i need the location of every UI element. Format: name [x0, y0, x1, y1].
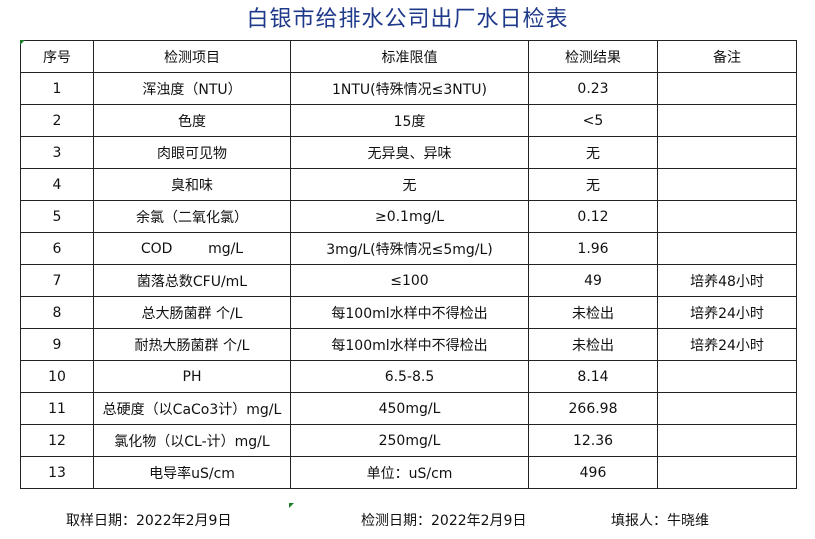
cell-result[interactable]: 0.12	[528, 200, 658, 233]
cell-remark[interactable]: 培养48小时	[657, 264, 797, 297]
cell-standard[interactable]: 15度	[290, 104, 529, 137]
cell-remark[interactable]	[657, 456, 797, 489]
reporter: 填报人：牛晓维	[611, 513, 709, 529]
cell-result[interactable]: 0.23	[528, 72, 658, 105]
cell-standard[interactable]: 每100ml水样中不得检出	[290, 328, 529, 361]
table-row: 7 菌落总数CFU/mL ≤100 49 培养48小时	[20, 264, 797, 297]
cell-result[interactable]: 8.14	[528, 360, 658, 393]
test-date: 检测日期：2022年2月9日	[361, 513, 527, 529]
cell-result[interactable]: 1.96	[528, 232, 658, 265]
cell-result[interactable]: 未检出	[528, 296, 658, 329]
cell-index[interactable]: 4	[20, 168, 94, 201]
cell-index[interactable]: 8	[20, 296, 94, 329]
cell-index[interactable]: 1	[20, 72, 94, 105]
table-row: 10 PH 6.5-8.5 8.14	[20, 360, 797, 393]
inspection-table: 序号 检测项目 标准限值 检测结果 备注 1 浑浊度（NTU） 1NTU(特殊情况≤3NTU)…	[20, 40, 797, 489]
table-row: 3 肉眼可见物 无异臭、异味无	[20, 136, 797, 169]
table-row: 2 色度 15度 <5	[20, 104, 797, 137]
cell-item[interactable]: 肉眼可见物	[93, 136, 291, 169]
header-result[interactable]: 检测结果	[528, 40, 658, 73]
cell-index[interactable]: 11	[20, 392, 94, 425]
cell-marker	[20, 40, 25, 45]
cell-index[interactable]: 10	[20, 360, 94, 393]
table-row: 9 耐热大肠菌群 个/L 每100ml水样中不得检出 未检出 培养24小时	[20, 328, 797, 361]
cell-standard[interactable]: 每100ml水样中不得检出	[290, 296, 529, 329]
cell-item[interactable]: COD mg/L	[93, 232, 291, 265]
cell-standard[interactable]: 单位：uS/cm	[290, 456, 529, 489]
cell-remark[interactable]	[657, 232, 797, 265]
cell-item[interactable]: 氯化物（以CL-计）mg/L	[93, 424, 291, 457]
cell-remark[interactable]: 培养24小时	[657, 296, 797, 329]
cell-remark[interactable]	[657, 360, 797, 393]
cell-item[interactable]: 菌落总数CFU/mL	[93, 264, 291, 297]
header-item[interactable]: 检测项目	[93, 40, 291, 73]
page-title: 白银市给排水公司出厂水日检表	[246, 7, 569, 32]
cell-remark[interactable]	[657, 200, 797, 233]
cell-remark[interactable]	[657, 104, 797, 137]
cell-standard[interactable]: 3mg/L(特殊情况≤5mg/L)	[290, 232, 529, 265]
cell-result[interactable]: 未检出	[528, 328, 658, 361]
cell-standard[interactable]: 无异臭、异味	[290, 136, 529, 169]
cell-standard[interactable]: 250mg/L	[290, 424, 529, 457]
table-row: 13 电导率uS/cm 单位：uS/cm 496	[20, 456, 797, 489]
cell-result[interactable]: 12.36	[528, 424, 658, 457]
header-row: 序号 检测项目 标准限值 检测结果 备注	[20, 40, 797, 73]
cell-index[interactable]: 5	[20, 200, 94, 233]
sampling-date: 取样日期：2022年2月9日	[66, 513, 232, 529]
cell-result[interactable]: 49	[528, 264, 658, 297]
cell-remark[interactable]	[657, 72, 797, 105]
cell-item[interactable]: 臭和味	[93, 168, 291, 201]
cell-index[interactable]: 12	[20, 424, 94, 457]
cell-standard[interactable]: 6.5-8.5	[290, 360, 529, 393]
cell-marker	[289, 503, 294, 508]
cell-index[interactable]: 13	[20, 456, 94, 489]
cell-item[interactable]: 总硬度（以CaCo3计）mg/L	[93, 392, 291, 425]
cell-result[interactable]: <5	[528, 104, 658, 137]
cell-index[interactable]: 9	[20, 328, 94, 361]
cell-standard[interactable]: 1NTU(特殊情况≤3NTU)	[290, 72, 529, 105]
cell-remark[interactable]: 培养24小时	[657, 328, 797, 361]
cell-index[interactable]: 6	[20, 232, 94, 265]
cell-remark[interactable]	[657, 392, 797, 425]
cell-standard[interactable]: ≥0.1mg/L	[290, 200, 529, 233]
cell-index[interactable]: 2	[20, 104, 94, 137]
header-index[interactable]: 序号	[20, 40, 94, 73]
cell-item[interactable]: 电导率uS/cm	[93, 456, 291, 489]
cell-remark[interactable]	[657, 424, 797, 457]
cell-item[interactable]: 耐热大肠菌群 个/L	[93, 328, 291, 361]
table-row: 1 浑浊度（NTU） 1NTU(特殊情况≤3NTU) 0.23	[20, 72, 797, 105]
cell-remark[interactable]	[657, 136, 797, 169]
cell-index[interactable]: 7	[20, 264, 94, 297]
table-row: 5 余氯（二氧化氯） ≥0.1mg/L 0.12	[20, 200, 797, 233]
table-row: 4 臭和味无无	[20, 168, 797, 201]
cell-standard[interactable]: 450mg/L	[290, 392, 529, 425]
cell-index[interactable]: 3	[20, 136, 94, 169]
cell-standard[interactable]: 无	[290, 168, 529, 201]
cell-result[interactable]: 496	[528, 456, 658, 489]
header-standard[interactable]: 标准限值	[290, 40, 529, 73]
cell-remark[interactable]	[657, 168, 797, 201]
table-row: 6 COD mg/L 3mg/L(特殊情况≤5mg/L) 1.96	[20, 232, 797, 265]
cell-item[interactable]: 余氯（二氧化氯）	[93, 200, 291, 233]
cell-standard[interactable]: ≤100	[290, 264, 529, 297]
cell-result[interactable]: 无	[528, 136, 658, 169]
cell-result[interactable]: 266.98	[528, 392, 658, 425]
cell-item[interactable]: 浑浊度（NTU）	[93, 72, 291, 105]
cell-item[interactable]: 总大肠菌群 个/L	[93, 296, 291, 329]
table-row: 11 总硬度（以CaCo3计）mg/L 450mg/L 266.98	[20, 392, 797, 425]
cell-item[interactable]: 色度	[93, 104, 291, 137]
cell-result[interactable]: 无	[528, 168, 658, 201]
table-row: 12 氯化物（以CL-计）mg/L 250mg/L 12.36	[20, 424, 797, 457]
cell-item[interactable]: PH	[93, 360, 291, 393]
header-remark[interactable]: 备注	[657, 40, 797, 73]
table-row: 8 总大肠菌群 个/L 每100ml水样中不得检出 未检出 培养24小时	[20, 296, 797, 329]
